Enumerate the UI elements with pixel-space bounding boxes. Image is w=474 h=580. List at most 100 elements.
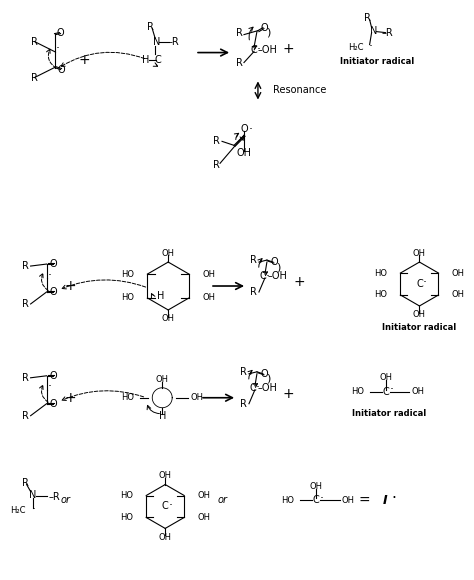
Text: OH: OH <box>162 249 175 258</box>
Text: R: R <box>236 57 243 67</box>
Text: +: + <box>64 391 76 405</box>
Text: R: R <box>22 299 28 309</box>
Text: –OH: –OH <box>268 271 288 281</box>
Text: HO: HO <box>120 513 133 522</box>
Text: ·: · <box>249 123 253 136</box>
Text: HO: HO <box>374 269 388 278</box>
Text: HO: HO <box>121 293 134 303</box>
Text: HO: HO <box>351 387 364 396</box>
Text: Initiator radical: Initiator radical <box>340 57 415 66</box>
Text: =: = <box>359 494 371 508</box>
Text: H: H <box>142 55 149 64</box>
Text: HO: HO <box>374 291 388 299</box>
Text: –R: –R <box>48 491 60 502</box>
Text: O: O <box>50 398 57 409</box>
Text: ): ) <box>266 28 270 38</box>
Text: ·: · <box>55 42 60 55</box>
Text: or: or <box>61 495 71 506</box>
Text: N: N <box>29 490 36 499</box>
Text: ·: · <box>391 491 396 506</box>
Text: OH: OH <box>159 533 172 542</box>
Text: O: O <box>57 28 64 38</box>
Text: OH: OH <box>202 293 215 303</box>
Text: OH: OH <box>197 491 210 500</box>
Text: OH: OH <box>411 387 425 396</box>
Text: H₂C: H₂C <box>348 43 364 52</box>
Text: ·: · <box>256 381 260 394</box>
Text: N: N <box>370 26 377 35</box>
Text: O: O <box>260 369 268 379</box>
Text: C: C <box>382 387 389 397</box>
Text: ·: · <box>47 269 52 281</box>
Text: R: R <box>240 367 247 377</box>
Text: OH: OH <box>342 496 355 505</box>
Text: C: C <box>416 279 423 289</box>
Text: O: O <box>50 259 57 269</box>
Text: C: C <box>250 383 256 393</box>
Text: O: O <box>50 371 57 381</box>
Text: R: R <box>31 37 38 46</box>
Text: HO: HO <box>121 270 134 278</box>
Text: R: R <box>213 136 220 146</box>
Text: OH: OH <box>379 374 392 382</box>
Text: +: + <box>79 53 90 67</box>
Text: OH: OH <box>156 375 169 385</box>
Text: R: R <box>22 477 29 488</box>
Text: OH: OH <box>451 269 465 278</box>
Text: N: N <box>153 37 160 46</box>
Text: –R: –R <box>382 28 393 38</box>
Text: ·: · <box>32 503 36 516</box>
Text: H₂C: H₂C <box>10 506 26 515</box>
Text: I: I <box>382 494 387 507</box>
Text: ·: · <box>320 492 324 505</box>
Text: R: R <box>22 411 28 420</box>
Text: R: R <box>31 72 38 82</box>
Text: ·: · <box>422 277 427 289</box>
Text: ·: · <box>47 380 52 393</box>
Text: R: R <box>22 373 28 383</box>
Text: ): ) <box>276 262 280 272</box>
Text: R: R <box>364 13 371 23</box>
Text: +: + <box>282 387 294 401</box>
Text: R: R <box>213 160 220 171</box>
Text: R: R <box>22 261 28 271</box>
Text: C: C <box>155 55 162 64</box>
Text: +: + <box>282 42 294 56</box>
Text: R: R <box>250 255 257 265</box>
Text: OH: OH <box>159 471 172 480</box>
Text: H: H <box>158 411 166 420</box>
Text: HO: HO <box>120 491 133 500</box>
Text: O: O <box>270 257 278 267</box>
Text: –OH: –OH <box>258 45 278 55</box>
Text: C: C <box>162 502 169 512</box>
Text: OH: OH <box>202 270 215 278</box>
Text: O: O <box>58 64 65 74</box>
Text: O: O <box>240 124 248 135</box>
Text: R: R <box>240 398 247 409</box>
Text: O: O <box>260 23 268 32</box>
Text: R: R <box>147 21 154 32</box>
Text: –R: –R <box>167 37 179 46</box>
Text: OH: OH <box>451 291 465 299</box>
Text: Initiator radical: Initiator radical <box>383 324 456 332</box>
Text: OH: OH <box>162 314 175 324</box>
Text: ·: · <box>369 40 373 53</box>
Text: OH: OH <box>413 310 426 320</box>
Text: Initiator radical: Initiator radical <box>353 409 427 418</box>
Text: C: C <box>251 45 257 55</box>
Text: OH: OH <box>190 393 203 403</box>
Text: O: O <box>50 287 57 297</box>
Text: ·: · <box>168 499 172 512</box>
Text: ·: · <box>257 43 261 56</box>
Text: or: or <box>218 495 228 506</box>
Text: ·: · <box>390 383 393 396</box>
Text: HO: HO <box>281 496 294 505</box>
Text: +: + <box>64 279 76 293</box>
Text: OH: OH <box>237 148 252 158</box>
Text: +: + <box>293 275 305 289</box>
Text: H: H <box>156 291 164 301</box>
Text: –OH: –OH <box>258 383 278 393</box>
Text: OH: OH <box>413 249 426 258</box>
Text: R: R <box>250 287 257 297</box>
Text: Resonance: Resonance <box>273 85 327 96</box>
